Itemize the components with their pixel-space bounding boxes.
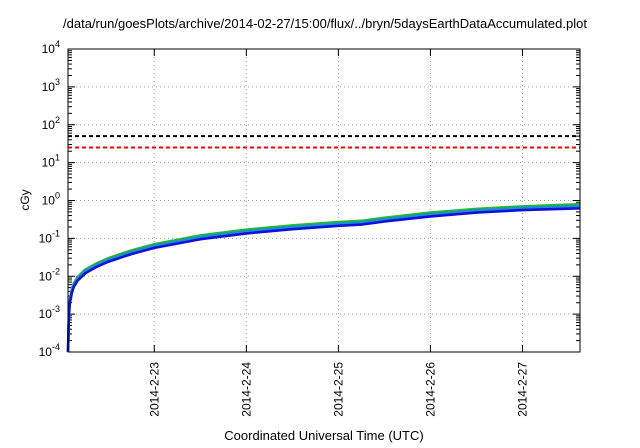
y-tick-base: 10 (39, 307, 53, 321)
y-tick-label: 10-2 (39, 266, 60, 283)
y-tick-label: 101 (42, 153, 60, 170)
y-tick-label: 10-3 (39, 304, 60, 321)
y-tick-base: 10 (42, 156, 56, 170)
y-tick-exponent: -4 (52, 342, 60, 352)
y-tick-base: 10 (39, 269, 53, 283)
y-tick-label: 102 (42, 115, 60, 132)
y-tick-exponent: -1 (52, 228, 60, 238)
x-axis-label: Coordinated Universal Time (UTC) (224, 428, 423, 443)
y-tick-label: 103 (42, 77, 60, 94)
x-tick-label: 2014-2-25 (331, 362, 345, 417)
plot-frame (67, 48, 581, 353)
y-axis-label: cGy (18, 189, 32, 210)
y-tick-exponent: 1 (55, 153, 60, 163)
x-tick-label: 2014-2-27 (515, 362, 529, 417)
y-tick-base: 10 (42, 194, 56, 208)
y-tick-label: 104 (42, 39, 60, 56)
y-tick-exponent: 0 (55, 191, 60, 201)
y-tick-label: 10-1 (39, 228, 60, 245)
x-tick-labels: 2014-2-23 2014-2-24 2014-2-25 2014-2-26 2014… (147, 362, 529, 417)
y-tick-exponent: -2 (52, 266, 60, 276)
y-tick-exponent: -3 (52, 304, 60, 314)
y-tick-label: 10-4 (39, 342, 60, 359)
y-tick-label: 100 (42, 191, 60, 208)
chart-title: /data/run/goesPlots/archive/2014-02-27/1… (63, 16, 587, 31)
series-line (66, 207, 581, 353)
y-tick-base: 10 (42, 118, 56, 132)
x-tick-label: 2014-2-23 (147, 362, 161, 417)
y-tick-exponent: 2 (55, 115, 60, 125)
y-tick-base: 10 (42, 42, 56, 56)
threshold-lines (68, 135, 580, 149)
y-tick-exponent: 3 (55, 77, 60, 87)
x-tick-label: 2014-2-24 (239, 362, 253, 417)
grid-lines (68, 49, 580, 352)
y-tick-base: 10 (39, 231, 53, 245)
y-tick-base: 10 (39, 345, 53, 359)
y-tick-exponent: 4 (55, 39, 60, 49)
x-tick-label: 2014-2-26 (423, 362, 437, 417)
data-series (66, 202, 581, 353)
y-tick-base: 10 (42, 80, 56, 94)
